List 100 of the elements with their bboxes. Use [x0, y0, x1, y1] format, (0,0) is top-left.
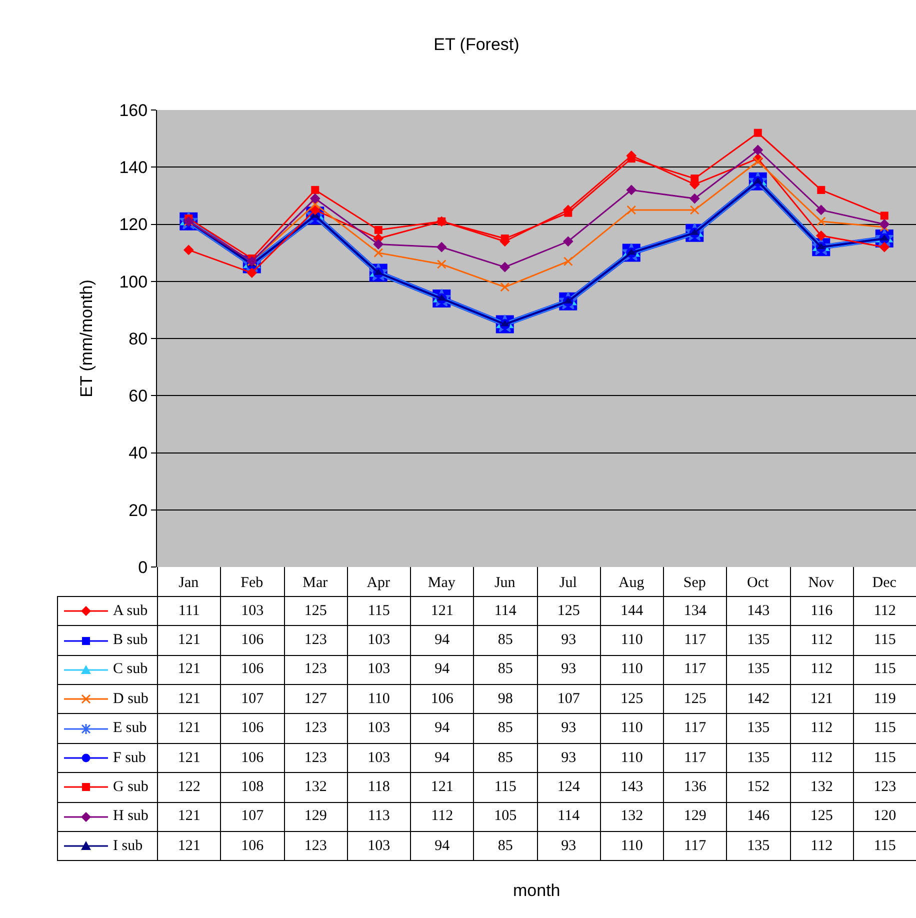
data-label: 146 — [726, 802, 790, 832]
data-label: 123 — [284, 832, 348, 861]
x-tick-label: Apr — [366, 575, 390, 591]
data-label: 117 — [664, 832, 727, 861]
y-tick-label: 80 — [128, 329, 148, 348]
data-label: 132 — [600, 802, 664, 832]
data-label: 115 — [474, 772, 537, 802]
data-label: 125 — [600, 684, 664, 714]
data-label: 108 — [220, 772, 284, 802]
legend-label: D sub — [113, 690, 148, 707]
data-label: 103 — [220, 596, 284, 626]
data-label: 121 — [158, 626, 221, 656]
data-label: 123 — [284, 655, 348, 685]
data-label: 98 — [474, 684, 537, 714]
legend-label: A sub — [113, 602, 148, 619]
data-label: 103 — [347, 743, 410, 773]
data-label: 110 — [600, 626, 664, 656]
data-label: 103 — [347, 655, 410, 685]
data-label: 134 — [664, 596, 727, 626]
x-tick-label: Dec — [872, 575, 897, 591]
data-label: 117 — [664, 714, 727, 744]
data-label: 110 — [347, 684, 410, 714]
y-tick-label: 100 — [119, 272, 148, 292]
data-label: 123 — [284, 626, 348, 656]
data-label: 94 — [410, 626, 474, 656]
data-label: 135 — [726, 743, 790, 773]
data-label: 121 — [410, 772, 474, 802]
data-label: 93 — [537, 832, 600, 861]
x-tick-label: Mar — [302, 575, 328, 591]
data-label: 115 — [853, 743, 916, 773]
data-label: 123 — [284, 714, 348, 744]
data-label: 110 — [600, 743, 664, 773]
legend-label: G sub — [113, 778, 148, 795]
y-tick-label: 160 — [119, 100, 148, 120]
data-label: 111 — [158, 596, 221, 626]
data-label: 85 — [474, 832, 537, 861]
data-label: 85 — [474, 655, 537, 685]
y-tick-label: 60 — [128, 386, 148, 406]
data-label: 121 — [158, 802, 221, 832]
y-tick-label: 0 — [138, 558, 148, 577]
data-label: 112 — [853, 596, 916, 626]
legend-label: B sub — [113, 632, 148, 648]
data-label: 122 — [158, 772, 221, 802]
data-label: 136 — [664, 772, 727, 802]
y-tick-label: 40 — [128, 444, 148, 463]
data-label: 85 — [474, 743, 537, 773]
data-label: 114 — [474, 596, 537, 626]
data-label: 106 — [220, 714, 284, 744]
data-label: 113 — [347, 802, 410, 832]
data-label: 129 — [284, 802, 348, 832]
data-label: 121 — [158, 684, 221, 714]
data-label: 103 — [347, 626, 410, 656]
data-label: 112 — [410, 802, 474, 832]
data-label: 152 — [726, 772, 790, 802]
data-label: 124 — [537, 772, 600, 802]
data-label: 125 — [664, 684, 727, 714]
data-label: 123 — [284, 743, 348, 773]
x-tick-label: Jul — [559, 575, 577, 591]
chart-title: ET (Forest) — [434, 34, 520, 54]
legend-label: C sub — [113, 661, 148, 678]
data-label: 125 — [537, 596, 600, 626]
data-label: 121 — [790, 684, 854, 714]
data-label: 115 — [853, 832, 916, 861]
data-label: 144 — [600, 596, 664, 626]
data-label: 129 — [664, 802, 727, 832]
data-label: 143 — [726, 596, 790, 626]
data-label: 115 — [853, 655, 916, 685]
data-label: 93 — [537, 714, 600, 744]
legend-label: F sub — [113, 750, 146, 766]
text: month — [513, 881, 560, 900]
data-label: 132 — [790, 772, 854, 802]
data-label: 143 — [600, 772, 664, 802]
x-tick-label: Feb — [240, 575, 264, 591]
legend-label: E sub — [113, 720, 147, 736]
data-label: 125 — [790, 802, 854, 832]
x-tick-label: Oct — [747, 575, 770, 591]
data-label: 93 — [537, 626, 600, 656]
data-label: 106 — [220, 626, 284, 656]
data-label: 112 — [790, 655, 854, 685]
data-label: 106 — [410, 684, 474, 714]
x-tick-label: Sep — [683, 575, 706, 591]
data-label: 135 — [726, 832, 790, 861]
data-label: 135 — [726, 655, 790, 685]
x-tick-label: Jan — [178, 575, 200, 591]
data-label: 94 — [410, 714, 474, 744]
data-label: 94 — [410, 832, 474, 861]
data-label: 114 — [537, 802, 600, 832]
data-label: 117 — [664, 743, 727, 773]
data-label: 105 — [474, 802, 537, 832]
data-label: 121 — [158, 714, 221, 744]
data-label: 112 — [790, 743, 854, 773]
data-label: 127 — [284, 684, 348, 714]
data-label: 103 — [347, 832, 410, 861]
data-label: 121 — [410, 596, 474, 626]
data-label: 119 — [853, 684, 916, 714]
data-label: 107 — [537, 684, 600, 714]
data-label: 93 — [537, 743, 600, 773]
data-label: 93 — [537, 655, 600, 685]
data-label: 107 — [220, 802, 284, 832]
y-tick-label: 20 — [128, 500, 148, 520]
